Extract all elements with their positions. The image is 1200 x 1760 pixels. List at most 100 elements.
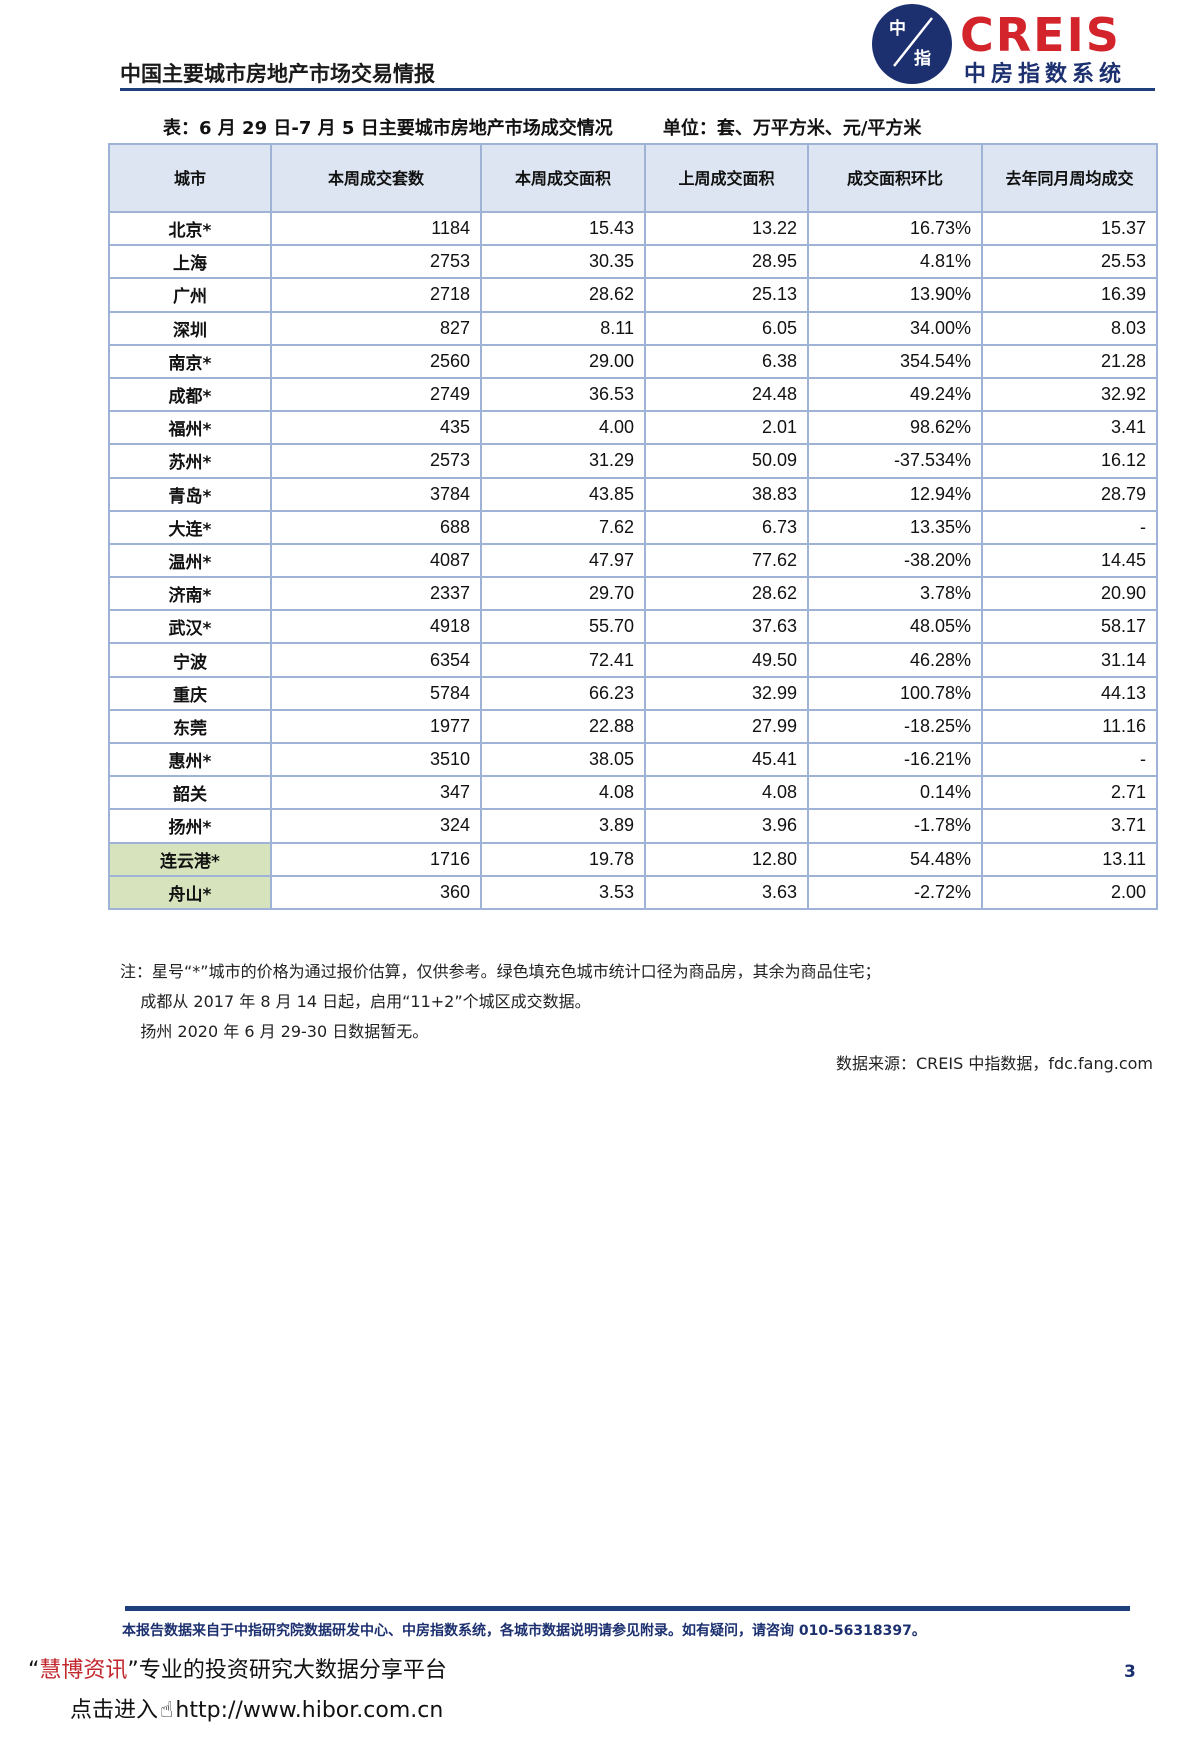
cell-change: -37.534% (807, 443, 983, 479)
cell-area: 43.85 (480, 476, 646, 512)
cell-last-area: 24.48 (644, 376, 809, 413)
cell-last-area: 45.41 (644, 741, 809, 778)
creis-logo: 中 指 CREIS 中房指数系统 (872, 4, 1162, 87)
cell-last-year: 31.14 (981, 642, 1158, 678)
cell-change: 3.78% (807, 576, 983, 612)
table-row: 广州 2718 28.62 25.13 13.90% 16.39 (108, 277, 1158, 313)
cell-city: 惠州* (108, 741, 272, 778)
cell-change: 54.48% (807, 841, 983, 877)
cell-city: 福州* (108, 410, 272, 446)
cell-change: -2.72% (807, 874, 983, 910)
table-row: 舟山* 360 3.53 3.63 -2.72% 2.00 (108, 874, 1158, 910)
cell-units: 1184 (270, 210, 482, 247)
cell-last-area: 25.13 (644, 277, 809, 313)
cell-last-area: 6.73 (644, 509, 809, 545)
cell-last-year: 25.53 (981, 244, 1158, 280)
cell-units: 827 (270, 310, 482, 346)
cell-city: 上海 (108, 244, 272, 280)
table-row: 东莞 1977 22.88 27.99 -18.25% 11.16 (108, 708, 1158, 745)
cell-units: 2718 (270, 277, 482, 313)
cell-last-area: 6.05 (644, 310, 809, 346)
cell-last-area: 28.62 (644, 576, 809, 612)
table-header-row: 城市 本周成交套数 本周成交面积 上周成交面积 成交面积环比 去年同月周均成交 (108, 143, 1158, 213)
cell-change: 16.73% (807, 210, 983, 247)
cell-last-year: - (981, 509, 1158, 545)
cell-last-area: 32.99 (644, 675, 809, 711)
cell-last-year: 15.37 (981, 210, 1158, 247)
cell-last-year: 21.28 (981, 343, 1158, 379)
cell-units: 347 (270, 775, 482, 811)
col-header-city: 城市 (108, 143, 272, 213)
cell-last-area: 38.83 (644, 476, 809, 512)
cell-area: 47.97 (480, 542, 646, 579)
header-divider (120, 88, 1155, 91)
table-row: 扬州* 324 3.89 3.96 -1.78% 3.71 (108, 808, 1158, 844)
cell-city: 大连* (108, 509, 272, 545)
cell-city: 重庆 (108, 675, 272, 711)
cell-area: 55.70 (480, 609, 646, 645)
pointer-hand-icon: ☝ (160, 1698, 174, 1723)
cell-change: -16.21% (807, 741, 983, 778)
cell-area: 38.05 (480, 741, 646, 778)
cell-area: 22.88 (480, 708, 646, 745)
promo-text: ”专业的投资研究大数据分享平台 (127, 1658, 447, 1683)
cell-change: 12.94% (807, 476, 983, 512)
cell-last-year: 28.79 (981, 476, 1158, 512)
table-row: 韶关 347 4.08 4.08 0.14% 2.71 (108, 775, 1158, 811)
data-source: 数据来源：CREIS 中指数据，fdc.fang.com (835, 1054, 1153, 1073)
table-row: 青岛* 3784 43.85 38.83 12.94% 28.79 (108, 476, 1158, 512)
cell-units: 2573 (270, 443, 482, 479)
cell-last-year: - (981, 741, 1158, 778)
cell-units: 4918 (270, 609, 482, 645)
cell-units: 1977 (270, 708, 482, 745)
cell-last-year: 3.71 (981, 808, 1158, 844)
cell-city: 苏州* (108, 443, 272, 479)
cell-last-year: 14.45 (981, 542, 1158, 579)
hibor-link[interactable]: http://www.hibor.com.cn (175, 1698, 444, 1723)
cell-change: 49.24% (807, 376, 983, 413)
cell-units: 435 (270, 410, 482, 446)
cell-last-year: 8.03 (981, 310, 1158, 346)
cell-last-area: 3.96 (644, 808, 809, 844)
cell-last-year: 32.92 (981, 376, 1158, 413)
cell-change: 0.14% (807, 775, 983, 811)
col-header-change: 成交面积环比 (807, 143, 983, 213)
page-header: 中国主要城市房地产市场交易情报 (120, 50, 1155, 90)
cell-city: 连云港* (108, 841, 272, 877)
table-row: 惠州* 3510 38.05 45.41 -16.21% - (108, 741, 1158, 778)
cell-last-year: 3.41 (981, 410, 1158, 446)
cell-last-year: 2.00 (981, 874, 1158, 910)
transaction-table-wrap: 城市 本周成交套数 本周成交面积 上周成交面积 成交面积环比 去年同月周均成交 … (108, 143, 1158, 910)
page-number: 3 (1124, 1662, 1136, 1682)
cell-area: 4.00 (480, 410, 646, 446)
cell-units: 4087 (270, 542, 482, 579)
cell-change: 100.78% (807, 675, 983, 711)
cell-last-area: 27.99 (644, 708, 809, 745)
cell-change: 34.00% (807, 310, 983, 346)
footer-disclaimer: 本报告数据来自于中指研究院数据研发中心、中房指数系统，各城市数据说明请参见附录。… (122, 1623, 926, 1639)
logo-slash-icon (893, 17, 933, 67)
cell-area: 31.29 (480, 443, 646, 479)
cell-last-area: 6.38 (644, 343, 809, 379)
table-row: 连云港* 1716 19.78 12.80 54.48% 13.11 (108, 841, 1158, 877)
table-row: 成都* 2749 36.53 24.48 49.24% 32.92 (108, 376, 1158, 413)
cell-last-area: 2.01 (644, 410, 809, 446)
cell-area: 30.35 (480, 244, 646, 280)
logo-mark-icon: 中 指 (872, 4, 952, 84)
cell-area: 28.62 (480, 277, 646, 313)
table-row: 温州* 4087 47.97 77.62 -38.20% 14.45 (108, 542, 1158, 579)
transaction-table: 城市 本周成交套数 本周成交面积 上周成交面积 成交面积环比 去年同月周均成交 … (108, 143, 1158, 910)
promo-brand: 慧博资讯 (39, 1658, 128, 1683)
cell-units: 2337 (270, 576, 482, 612)
link-line[interactable]: 点击进入☝http://www.hibor.com.cn (70, 1692, 443, 1724)
cell-last-year: 58.17 (981, 609, 1158, 645)
table-row: 深圳 827 8.11 6.05 34.00% 8.03 (108, 310, 1158, 346)
col-header-units: 本周成交套数 (270, 143, 482, 213)
cell-units: 1716 (270, 841, 482, 877)
cell-change: 13.90% (807, 277, 983, 313)
cell-city: 青岛* (108, 476, 272, 512)
footer-divider (125, 1606, 1130, 1611)
cell-area: 7.62 (480, 509, 646, 545)
promo-open-quote: “ (28, 1658, 40, 1683)
table-body: 北京* 1184 15.43 13.22 16.73% 15.37 上海 2753 30.35 2… (108, 210, 1158, 910)
